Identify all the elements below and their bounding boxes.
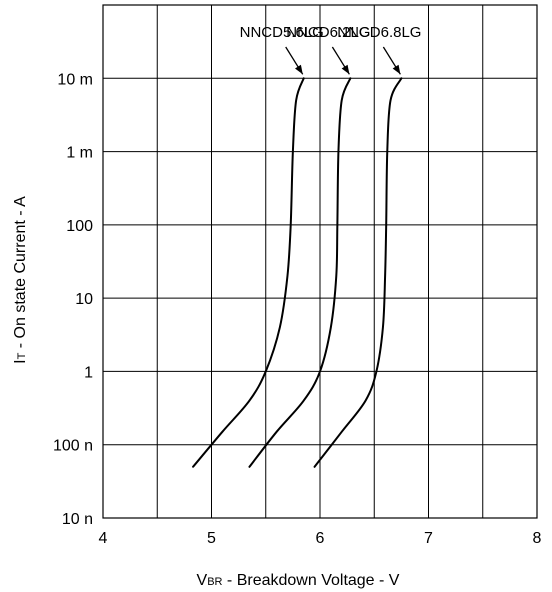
x-tick-label: 4 <box>99 530 108 547</box>
y-tick-label: 100 n <box>53 438 93 455</box>
x-axis-title-suffix: - Breakdown Voltage - V <box>222 572 399 589</box>
y-tick-label: 10 n <box>62 511 93 528</box>
y-tick-label: 10 <box>75 291 93 308</box>
series-curve-nncd6.2lg <box>248 77 352 468</box>
grid <box>102 4 538 519</box>
series-leader-arrowhead <box>392 64 401 75</box>
series-label-nncd6.8lg: NNCD6.8LG <box>337 24 421 41</box>
series-label-nncd5.6lg: NNCD5.6LG <box>240 24 324 41</box>
series-curve-nncd5.6lg <box>192 77 305 468</box>
y-tick-label: 1 m <box>66 145 93 162</box>
x-tick-label: 6 <box>316 530 325 547</box>
series-leader-arrowhead <box>294 64 303 75</box>
y-tick-label: 10 m <box>57 71 93 88</box>
x-axis-title: VBR - Breakdown Voltage - V <box>197 572 400 589</box>
x-tick-label: 8 <box>533 530 542 547</box>
x-tick-label: 7 <box>424 530 433 547</box>
x-axis-title-subscript: BR <box>207 576 222 588</box>
y-axis-title-suffix: - On state Current - A <box>12 196 29 353</box>
x-axis-title-prefix: V <box>197 572 208 589</box>
y-axis-title-prefix: I <box>12 359 29 363</box>
series-leader-arrowhead <box>341 64 350 75</box>
plot-frame <box>102 4 538 519</box>
x-tick-label: 5 <box>207 530 216 547</box>
y-tick-label: 100 <box>66 218 93 235</box>
y-tick-label: 1 <box>84 364 93 381</box>
series-curves <box>192 77 403 468</box>
y-axis-title: IT - On state Current - A <box>12 196 29 364</box>
series-label-nncd6.2lg: NNCD6.2LG <box>286 24 370 41</box>
series-curve-nncd6.8lg <box>313 77 403 468</box>
tick-labels: 4 5 6 7 8 10 n 100 n 1 10 100 1 m 10 m <box>53 71 542 547</box>
y-axis-title-subscript: T <box>16 352 28 359</box>
